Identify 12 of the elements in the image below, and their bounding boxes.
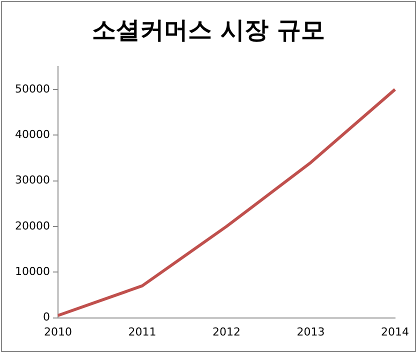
y-tick-label: 50000 xyxy=(14,82,50,96)
y-tick-label: 30000 xyxy=(14,174,50,187)
x-tick-label: 2013 xyxy=(296,325,325,338)
x-tick-label: 2011 xyxy=(128,325,156,338)
chart-title: 소셜커머스 시장 규모 xyxy=(91,15,326,46)
x-tick-label: 2012 xyxy=(212,325,240,338)
y-tick-label: 0 xyxy=(42,310,50,324)
x-tick-label: 2010 xyxy=(44,325,72,338)
y-tick-label: 40000 xyxy=(14,128,50,141)
y-tick-label: 20000 xyxy=(14,219,50,232)
x-tick-label: 2014 xyxy=(381,325,410,338)
y-tick-label: 10000 xyxy=(14,264,50,278)
